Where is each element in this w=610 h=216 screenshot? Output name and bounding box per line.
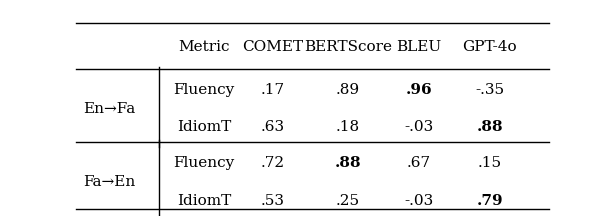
Text: .17: .17 [260,83,284,97]
Text: .18: .18 [336,120,360,134]
Text: IdiomT: IdiomT [177,120,231,134]
Text: -.03: -.03 [404,120,434,134]
Text: -.03: -.03 [404,194,434,208]
Text: .25: .25 [336,194,360,208]
Text: Fluency: Fluency [173,83,234,97]
Text: Metric: Metric [178,40,229,54]
Text: .88: .88 [335,156,361,170]
Text: En→Fa: En→Fa [83,102,135,116]
Text: BLEU: BLEU [396,40,442,54]
Text: Fa→En: Fa→En [83,175,135,189]
Text: BERTScore: BERTScore [304,40,392,54]
Text: .96: .96 [406,83,432,97]
Text: .15: .15 [478,156,502,170]
Text: .88: .88 [476,120,503,134]
Text: .79: .79 [476,194,503,208]
Text: Fluency: Fluency [173,156,234,170]
Text: -.35: -.35 [475,83,504,97]
Text: .63: .63 [260,120,284,134]
Text: GPT-4o: GPT-4o [462,40,517,54]
Text: .67: .67 [407,156,431,170]
Text: .89: .89 [336,83,360,97]
Text: IdiomT: IdiomT [177,194,231,208]
Text: .72: .72 [260,156,284,170]
Text: .53: .53 [260,194,284,208]
Text: COMET: COMET [242,40,303,54]
